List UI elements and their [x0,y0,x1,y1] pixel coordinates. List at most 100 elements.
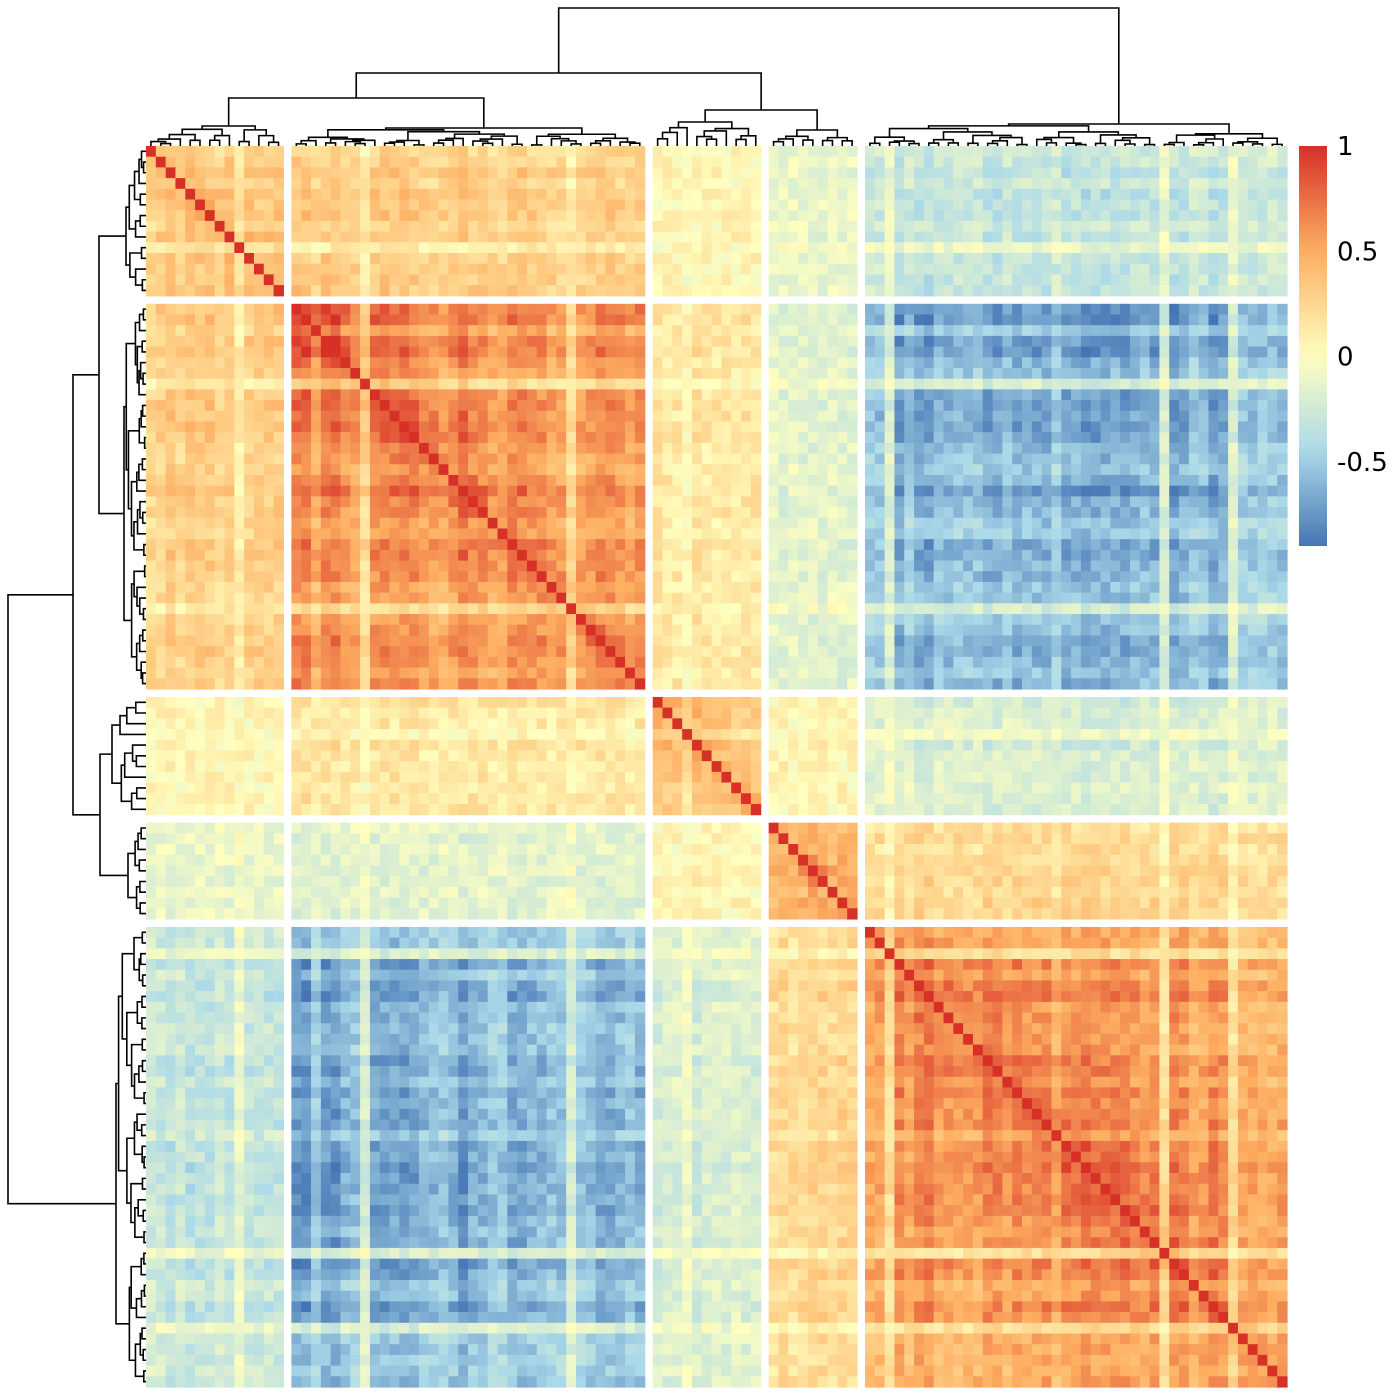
heatmap-cell [1267,560,1278,572]
heatmap-cell [1051,146,1062,158]
heatmap-cell [750,496,762,508]
heatmap-cell [1169,285,1180,297]
heatmap-cell [807,464,819,476]
heatmap-cell [652,378,664,390]
heatmap-cell [566,367,577,380]
heatmap-cell [165,188,177,201]
heatmap-cell [468,210,479,222]
heatmap-cell [943,442,954,455]
heatmap-cell [155,146,167,158]
heatmap-cell [1090,442,1102,455]
heatmap-cell [301,624,312,637]
heatmap-cell [1080,400,1092,412]
heatmap-cell [625,199,636,211]
heatmap-cell [1159,614,1170,626]
heatmap-cell [399,603,410,615]
heatmap-cell [691,367,703,380]
heatmap-cell [837,325,848,337]
heatmap-cell [1159,188,1170,201]
heatmap-cell [185,274,196,286]
heatmap-cell [1002,199,1013,211]
heatmap-cell [798,442,809,455]
heatmap-cell [1198,432,1210,444]
heatmap-cell [672,464,683,476]
heatmap-cell [428,367,440,380]
heatmap-cell [817,592,829,604]
heatmap-cell [234,560,245,572]
heatmap-cell [1071,592,1082,604]
heatmap-cell [662,325,673,337]
heatmap-cell [214,231,226,243]
heatmap-cell [1012,167,1023,179]
heatmap-cell [195,528,206,540]
heatmap-cell [1188,432,1200,444]
heatmap-cell [330,346,342,358]
heatmap-cell [1198,603,1210,615]
heatmap-cell [817,210,829,222]
heatmap-cell [1031,314,1043,326]
heatmap-cell [1277,507,1288,519]
heatmap-cell [1031,199,1043,211]
heatmap-cell [1041,263,1053,275]
heatmap-cell [263,592,275,604]
heatmap-cell [1100,549,1111,562]
heatmap-cell [1277,614,1288,626]
heatmap-cell [468,474,479,487]
heatmap-cell [1071,378,1082,390]
heatmap-cell [418,274,430,286]
heatmap-cell [625,167,636,179]
heatmap-cell [389,581,400,594]
heatmap-cell [418,285,430,297]
heatmap-cell [817,507,829,519]
heatmap-cell [721,231,732,243]
heatmap-cell [837,432,848,444]
heatmap-cell [409,549,420,562]
heatmap-cell [399,146,410,158]
heatmap-cell [634,146,646,158]
heatmap-cell [1188,464,1200,476]
heatmap-cell [340,442,351,455]
heatmap-cell [1022,400,1033,412]
heatmap-cell [750,592,762,604]
heatmap-cell [847,539,858,551]
heatmap-cell [982,571,994,583]
heatmap-cell [497,199,508,211]
heatmap-cell [536,571,548,583]
heatmap-cell [487,263,499,275]
heatmap-cell [526,485,538,497]
heatmap-cell [409,603,420,615]
heatmap-cell [1071,453,1082,465]
heatmap-cell [330,325,342,337]
heatmap-cell [428,592,440,604]
heatmap-cell [165,528,177,540]
heatmap-cell [301,146,312,158]
heatmap-cell [185,346,196,358]
heatmap-cell [526,274,538,286]
heatmap-cell [165,263,177,275]
heatmap-cell [204,528,216,540]
heatmap-cell [1237,263,1249,275]
heatmap-cell [1257,252,1268,265]
heatmap-cell [953,571,964,583]
heatmap-cell [874,367,886,380]
heatmap-cell [1169,400,1180,412]
heatmap-cell [884,252,896,265]
heatmap-cell [556,528,567,540]
heatmap-cell [652,442,664,455]
heatmap-cell [605,410,616,423]
heatmap-cell [360,220,371,233]
heatmap-cell [652,432,664,444]
heatmap-cell [625,285,636,297]
heatmap-cell [992,263,1003,275]
heatmap-cell [884,581,896,594]
heatmap-cell [682,507,693,519]
heatmap-cell [798,517,809,530]
heatmap-cell [1041,528,1053,540]
heatmap-cell [155,252,167,265]
heatmap-cell [526,252,538,265]
heatmap-cell [923,496,935,508]
heatmap-cell [914,325,925,337]
heatmap-cell [477,367,489,380]
heatmap-cell [1110,167,1121,179]
heatmap-cell [185,528,196,540]
